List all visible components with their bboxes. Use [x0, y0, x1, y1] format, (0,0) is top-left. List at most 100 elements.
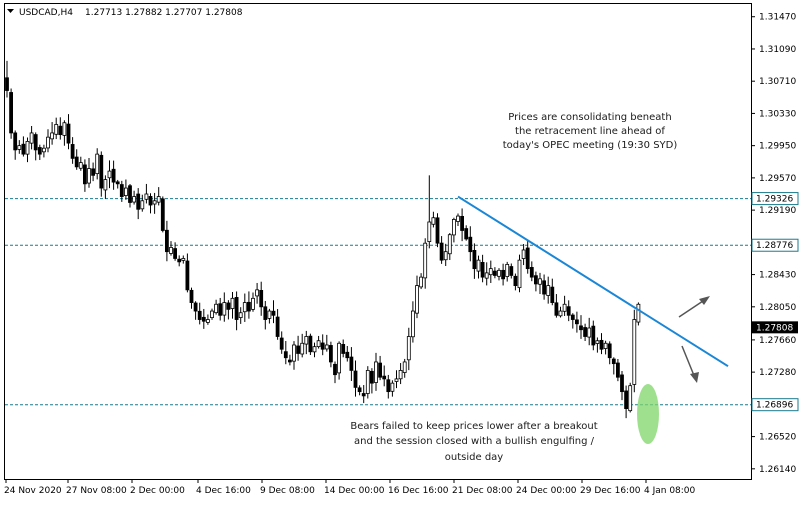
x-tick-label: 2 Dec 00:00 [130, 486, 185, 496]
y-tick-label: 1.30710 [759, 77, 796, 87]
candle [87, 157, 91, 188]
candle [525, 240, 530, 274]
candle [616, 359, 620, 382]
candle [263, 300, 268, 330]
down-arrow-icon [681, 345, 699, 383]
svg-text:1.28776: 1.28776 [756, 241, 793, 251]
candle [361, 385, 366, 404]
candle [611, 357, 616, 375]
candle [259, 281, 264, 316]
candle [390, 380, 395, 397]
candle [95, 148, 100, 180]
svg-text:1.29326: 1.29326 [756, 195, 793, 205]
candle [620, 370, 624, 401]
candles [5, 60, 641, 419]
candle [591, 320, 596, 351]
candle [484, 262, 489, 286]
candle [337, 341, 342, 380]
y-tick-label: 1.27280 [759, 368, 796, 378]
candle [492, 267, 497, 279]
x-tick-label: 24 Dec 00:00 [516, 486, 577, 496]
candle [111, 160, 116, 190]
svg-text:1.26896: 1.26896 [756, 401, 793, 411]
candle [324, 334, 329, 352]
candle [423, 238, 428, 289]
y-tick-label: 1.26520 [759, 433, 796, 443]
x-tick-label: 27 Nov 08:00 [66, 486, 127, 496]
candle [62, 120, 67, 146]
candle [480, 254, 485, 283]
y-tick-label: 1.29570 [759, 174, 796, 184]
top-annotation: Prices are consolidating beneath the ret… [503, 112, 678, 151]
candle [628, 382, 633, 413]
candle [505, 261, 510, 282]
candle [74, 149, 79, 170]
candle [406, 327, 411, 371]
candle [636, 302, 641, 326]
y-tick-label: 1.27660 [759, 336, 796, 346]
candle [513, 273, 518, 291]
candle [456, 213, 460, 227]
candle [5, 60, 9, 98]
level-price-box: 1.28776 [751, 238, 799, 252]
candle [13, 130, 18, 160]
x-tick-label: 16 Dec 16:00 [388, 486, 449, 496]
level-price-box: 1.26896 [751, 398, 799, 412]
candle [78, 156, 83, 171]
candle [91, 162, 95, 182]
symbol-header: USDCAD,H4 [19, 8, 73, 18]
x-tick-label: 24 Nov 2020 [4, 486, 62, 496]
candle [431, 211, 436, 228]
triangle-down-icon[interactable] [7, 9, 14, 13]
x-tick-label: 4 Dec 16:00 [196, 486, 251, 496]
candle [152, 192, 157, 214]
candle [447, 233, 452, 260]
y-tick-label: 1.28050 [759, 303, 796, 313]
candle [538, 272, 542, 295]
candle [238, 307, 243, 324]
candle [25, 137, 30, 163]
candle [509, 263, 514, 279]
candle [529, 261, 534, 282]
candle [255, 282, 260, 304]
candle [460, 208, 465, 242]
candle [546, 276, 551, 304]
candle [124, 179, 128, 200]
candle [103, 175, 108, 199]
candle [193, 301, 198, 320]
candle [181, 255, 186, 264]
candle [119, 180, 124, 202]
y-tick-label: 1.28430 [759, 271, 796, 281]
candle [497, 268, 501, 281]
y-tick-label: 1.30330 [759, 109, 796, 119]
candle [300, 333, 305, 358]
trendline[interactable] [457, 195, 729, 368]
top-note-line-3: today's OPEC meeting (19:30 SYD) [503, 140, 678, 151]
candle [226, 300, 231, 320]
current-price-box: 1.27808 [752, 321, 798, 334]
candle [136, 188, 141, 220]
candle [398, 363, 403, 385]
bottom-annotation: Bears failed to keep prices lower after … [350, 421, 597, 463]
top-note-line-1: Prices are consolidating beneath [508, 112, 671, 123]
candle [632, 309, 637, 393]
engulfing-highlight [637, 384, 659, 444]
x-tick-label: 4 Jan 08:00 [644, 486, 696, 496]
candle [357, 385, 362, 396]
candle [210, 308, 214, 320]
svg-text:1.27808: 1.27808 [756, 323, 793, 333]
candle [583, 323, 587, 342]
candle [70, 137, 75, 164]
candle [9, 88, 14, 139]
candle [251, 292, 255, 312]
candle [54, 117, 59, 140]
candle [275, 309, 280, 340]
candle [570, 313, 575, 329]
candle [292, 341, 296, 370]
candle [144, 183, 149, 204]
candle [562, 295, 567, 316]
candle [341, 339, 346, 358]
candle [185, 253, 190, 293]
candle [599, 333, 604, 355]
